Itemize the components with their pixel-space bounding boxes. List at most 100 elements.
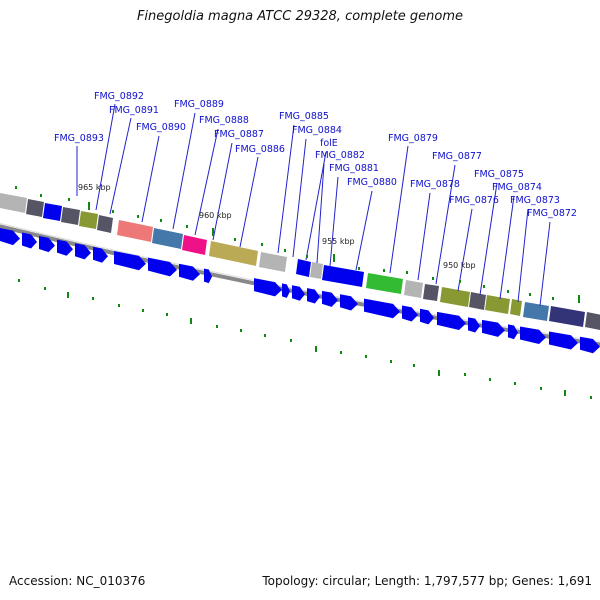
label-leader-line — [212, 142, 233, 241]
gc-tick — [67, 292, 69, 298]
gene-label: FMG_0884 — [292, 125, 342, 136]
gc-tick — [234, 238, 236, 241]
label-leader-line — [95, 103, 116, 211]
gene-label: FMG_0886 — [235, 144, 285, 155]
label-leader-line — [539, 221, 551, 307]
gc-tick — [390, 360, 392, 363]
gc-tick — [315, 346, 317, 352]
gene-arrow — [57, 239, 73, 256]
feature-block — [209, 241, 258, 266]
map-title: Finegoldia magna ATCC 29328, complete ge… — [136, 9, 464, 24]
gene-label: FMG_0873 — [510, 195, 560, 206]
label-leader-line — [109, 117, 132, 215]
gc-tick — [68, 198, 70, 201]
gc-tick — [306, 255, 308, 258]
label-leader-line — [389, 145, 409, 274]
gc-tick — [529, 293, 531, 296]
gc-tick — [240, 329, 242, 332]
label-leader-line — [499, 195, 515, 300]
feature-block — [310, 262, 323, 279]
gc-tick — [264, 334, 266, 337]
gc-tick — [18, 279, 20, 282]
gc-tick — [489, 378, 491, 381]
gc-tick — [540, 387, 542, 390]
gene-arrow — [420, 308, 434, 325]
label-leader-line — [517, 208, 529, 303]
gc-tick — [88, 202, 90, 210]
feature-block — [549, 306, 585, 327]
gene-label: FMG_0875 — [474, 169, 524, 180]
gene-arrow — [204, 268, 212, 284]
label-leader-line — [277, 124, 295, 254]
label-leader-line — [172, 112, 196, 230]
feature-block — [259, 252, 287, 272]
gc-tick — [432, 277, 434, 280]
gc-tick — [40, 194, 42, 197]
gc-tick — [483, 285, 485, 288]
gene-label: FMG_0890 — [136, 122, 186, 133]
gene-arrow — [580, 336, 600, 354]
gene-label: FMG_0887 — [214, 129, 264, 140]
feature-block — [79, 211, 98, 229]
gc-tick — [590, 396, 592, 399]
gc-tick — [383, 269, 385, 272]
gene-arrow — [549, 331, 578, 350]
gc-tick — [142, 309, 144, 312]
feature-band — [0, 193, 600, 330]
gene-label: FMG_0879 — [388, 133, 438, 144]
gene-arrow — [148, 257, 177, 277]
gene-arrow — [508, 324, 518, 340]
kbp-label: 965 kbp — [78, 183, 111, 192]
gene-label: FMG_0876 — [449, 195, 499, 206]
gc-tick — [406, 271, 408, 274]
gene-label: FMG_0880 — [347, 177, 397, 188]
feature-block — [117, 220, 153, 242]
gc-tick — [44, 287, 46, 290]
gene-arrow — [437, 311, 466, 331]
feature-block — [322, 265, 364, 287]
kbp-label: 955 kbp — [322, 237, 355, 246]
gc-tick — [564, 390, 566, 396]
gene-label: FMG_0888 — [199, 115, 249, 126]
gene-arrow — [93, 246, 108, 263]
gc-tick — [118, 304, 120, 307]
gene-arrow — [292, 285, 305, 301]
label-leader-line — [305, 151, 327, 261]
feature-block — [26, 199, 44, 217]
gene-label: FMG_0892 — [94, 91, 144, 102]
gene-arrow — [114, 250, 146, 271]
backbone-ring-highlight — [0, 222, 600, 343]
gene-arrow — [340, 294, 358, 311]
gene-label: FMG_0874 — [492, 182, 542, 193]
feature-block — [97, 215, 113, 233]
accession-text: Accession: NC_010376 — [9, 574, 146, 588]
gc-tick — [190, 318, 192, 324]
gc-tick — [284, 249, 286, 252]
gc-tick — [464, 373, 466, 376]
label-leader-line — [457, 208, 473, 292]
gene-arrow — [482, 319, 505, 337]
label-leader-line — [292, 138, 307, 258]
feature-block — [366, 273, 403, 294]
gc-tick — [112, 210, 114, 213]
label-leaders — [76, 103, 551, 307]
gene-label: FMG_0878 — [410, 179, 460, 190]
feature-block — [485, 295, 510, 314]
gene-arrow — [364, 298, 400, 319]
label-leader-line — [316, 163, 325, 264]
gc-tick — [514, 382, 516, 385]
gene-arrow — [402, 305, 418, 322]
kbp-label: 960 kbp — [199, 211, 232, 220]
gc-tick — [216, 325, 218, 328]
gc-tick — [459, 280, 461, 283]
gene-arrow — [307, 288, 320, 304]
gene-label: FMG_0881 — [329, 163, 379, 174]
gene-arrows — [0, 228, 600, 354]
gene-arrow — [75, 243, 91, 260]
gc-skew-ticks — [15, 186, 592, 399]
gc-tick — [358, 267, 360, 270]
kbp-markers: 965 kbp 960 kbp 955 kbp 950 kbp — [78, 183, 476, 270]
gene-label: FMG_0889 — [174, 99, 224, 110]
feature-block — [0, 193, 27, 213]
